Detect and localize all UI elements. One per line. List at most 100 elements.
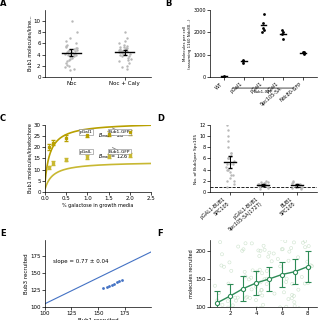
Point: [226, 167, 231, 172]
Point: [220, 74, 225, 79]
Point: [255, 269, 260, 274]
Point: [226, 281, 231, 286]
Point: [225, 145, 230, 150]
Point: [287, 249, 292, 254]
Point: [256, 183, 261, 188]
Point: [74, 52, 79, 57]
Point: [266, 180, 271, 185]
Y-axis label: Molecules per cell
(assuming 1160 Ndc80...): Molecules per cell (assuming 1160 Ndc80.…: [183, 18, 192, 69]
Point: [264, 235, 269, 240]
Point: [125, 44, 130, 49]
X-axis label: Bub1 recruited: Bub1 recruited: [78, 318, 118, 320]
Point: [297, 183, 302, 188]
Point: [264, 276, 269, 281]
Y-axis label: Bub1 molecules/kinetochore: Bub1 molecules/kinetochore: [27, 124, 32, 193]
Point: [236, 244, 241, 249]
Point: [290, 178, 295, 183]
Point: [267, 250, 272, 255]
Point: [258, 280, 263, 285]
Point: [294, 181, 299, 186]
Y-axis label: Bub3 recruited: Bub3 recruited: [24, 253, 29, 294]
Text: $B_{max}$ = 12.6: $B_{max}$ = 12.6: [98, 152, 129, 161]
Point: [117, 45, 122, 50]
Point: [63, 44, 68, 49]
Point: [307, 307, 312, 312]
Point: [249, 241, 254, 246]
Point: [223, 164, 228, 169]
Point: [262, 180, 268, 185]
Point: [219, 263, 224, 268]
Point: [226, 156, 231, 161]
Point: [261, 27, 267, 32]
Point: [280, 274, 285, 279]
Point: [230, 162, 235, 167]
Point: [258, 305, 263, 310]
Point: [306, 280, 311, 285]
Point: [309, 263, 315, 268]
Point: [233, 295, 238, 300]
Text: Bub1-GFP: Bub1-GFP: [109, 130, 130, 134]
Point: [307, 265, 312, 270]
Point: [297, 182, 302, 187]
Text: $B_{max}$ = 28: $B_{max}$ = 28: [98, 131, 124, 140]
Text: pGalL: pGalL: [80, 150, 92, 154]
Point: [241, 247, 246, 252]
Point: [74, 45, 79, 51]
Point: [271, 251, 276, 256]
Point: [300, 50, 306, 55]
Point: [260, 271, 265, 276]
Text: B: B: [165, 0, 172, 8]
Point: [119, 48, 124, 53]
Point: [229, 173, 234, 178]
Point: [226, 305, 231, 310]
Point: [260, 293, 265, 298]
Point: [275, 256, 280, 261]
Point: [259, 288, 264, 293]
Point: [227, 156, 232, 161]
Point: [64, 49, 69, 54]
Point: [212, 283, 218, 288]
Point: [125, 55, 131, 60]
Point: [295, 182, 300, 188]
Point: [299, 184, 304, 189]
Point: [260, 302, 266, 307]
Point: [243, 241, 248, 246]
Point: [224, 122, 229, 127]
Point: [278, 264, 283, 269]
Y-axis label: Bub1 molecules/kine...: Bub1 molecules/kine...: [27, 16, 32, 71]
Point: [291, 293, 296, 299]
Point: [221, 74, 227, 79]
Point: [117, 52, 122, 57]
Text: E: E: [0, 229, 6, 238]
Point: [220, 252, 225, 257]
Point: [302, 50, 307, 55]
X-axis label: % galactose in growth media: % galactose in growth media: [62, 203, 134, 208]
Point: [74, 46, 79, 51]
Point: [116, 49, 121, 54]
Point: [106, 284, 111, 289]
Point: [68, 35, 73, 40]
Point: [75, 29, 80, 35]
Point: [67, 47, 72, 52]
Text: D: D: [157, 114, 164, 123]
Point: [71, 51, 76, 56]
Point: [299, 275, 304, 280]
Point: [272, 291, 277, 296]
Point: [117, 49, 123, 54]
Point: [109, 282, 115, 287]
Point: [121, 44, 126, 49]
Point: [68, 57, 73, 62]
Point: [227, 260, 232, 265]
Point: [266, 184, 271, 189]
Text: A: A: [0, 0, 6, 8]
Point: [244, 295, 249, 300]
Point: [225, 184, 230, 189]
Point: [72, 66, 77, 71]
Point: [227, 162, 232, 167]
Point: [286, 258, 291, 263]
Point: [125, 66, 130, 71]
Point: [116, 59, 121, 64]
Point: [260, 25, 265, 30]
Point: [289, 296, 294, 301]
Point: [120, 65, 125, 70]
